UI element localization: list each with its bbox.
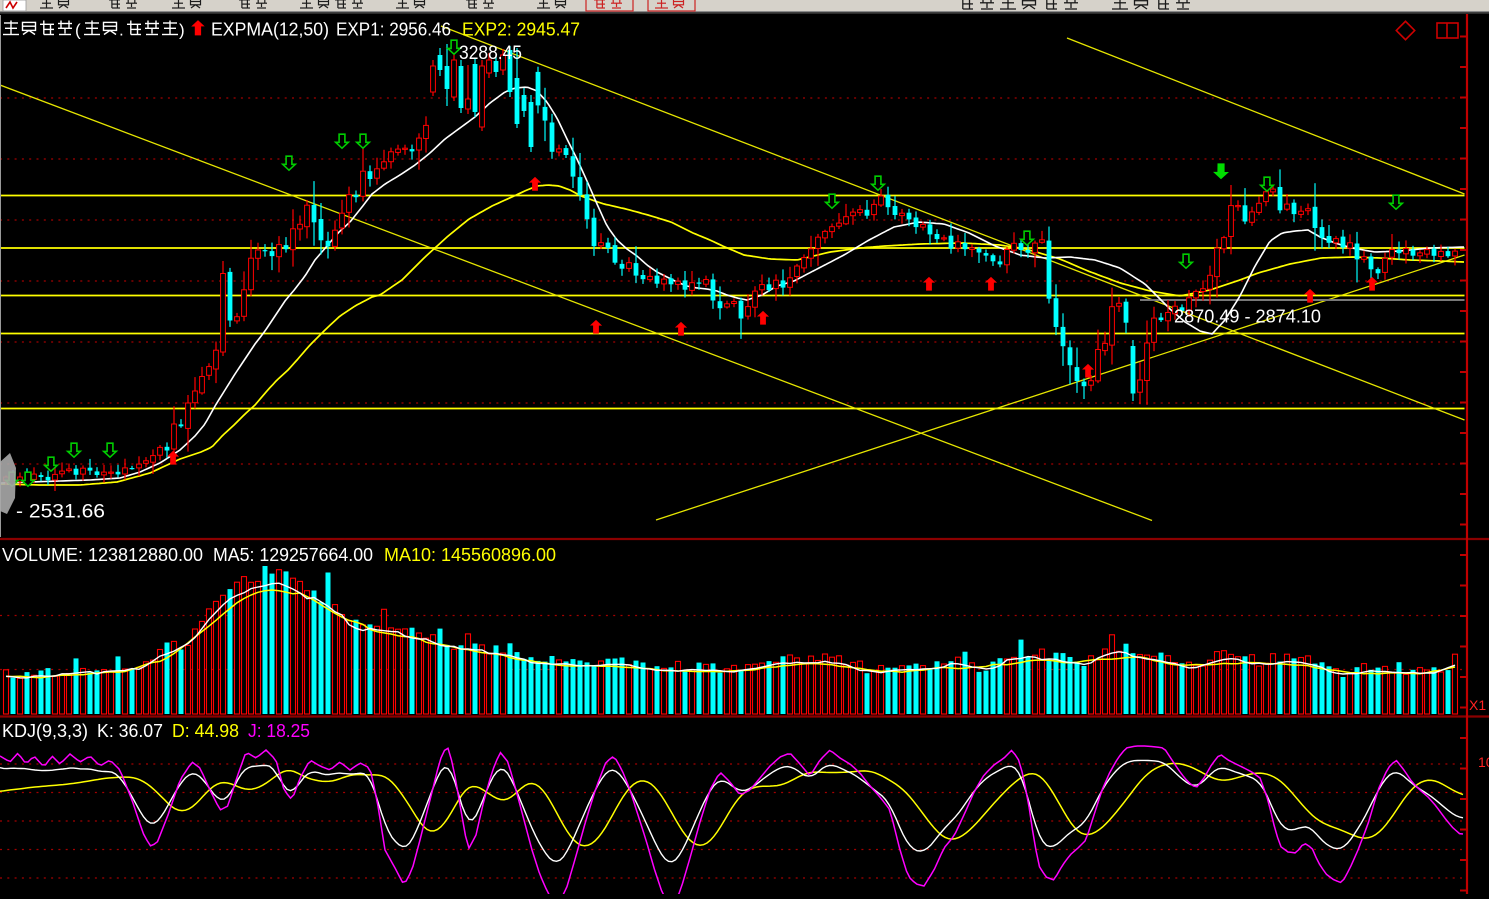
svg-text:MA5: 129257664.00: MA5: 129257664.00: [213, 544, 373, 565]
svg-text:KDJ(9,3,3): KDJ(9,3,3): [2, 720, 88, 741]
svg-text:EXP2: 2945.47: EXP2: 2945.47: [462, 19, 580, 40]
svg-text:3288.45: 3288.45: [459, 43, 522, 64]
svg-text:EXP1: 2956.46: EXP1: 2956.46: [336, 19, 451, 40]
svg-text:- 2531.66: - 2531.66: [16, 502, 105, 523]
svg-text:X1: X1: [1469, 697, 1486, 713]
svg-text:(: (: [75, 21, 81, 40]
svg-text:.: .: [119, 21, 124, 40]
svg-text:J: 18.25: J: 18.25: [248, 720, 310, 741]
svg-text:K: 36.07: K: 36.07: [97, 720, 163, 741]
svg-text:EXPMA(12,50): EXPMA(12,50): [211, 19, 329, 40]
svg-text:VOLUME: 123812880.00: VOLUME: 123812880.00: [2, 544, 203, 565]
svg-text:MA10: 145560896.00: MA10: 145560896.00: [384, 544, 556, 565]
svg-text:2870.49 - 2874.10: 2870.49 - 2874.10: [1174, 306, 1321, 327]
svg-text:): ): [179, 21, 185, 40]
svg-text:D: 44.98: D: 44.98: [172, 720, 239, 741]
svg-text:10: 10: [1478, 754, 1489, 770]
